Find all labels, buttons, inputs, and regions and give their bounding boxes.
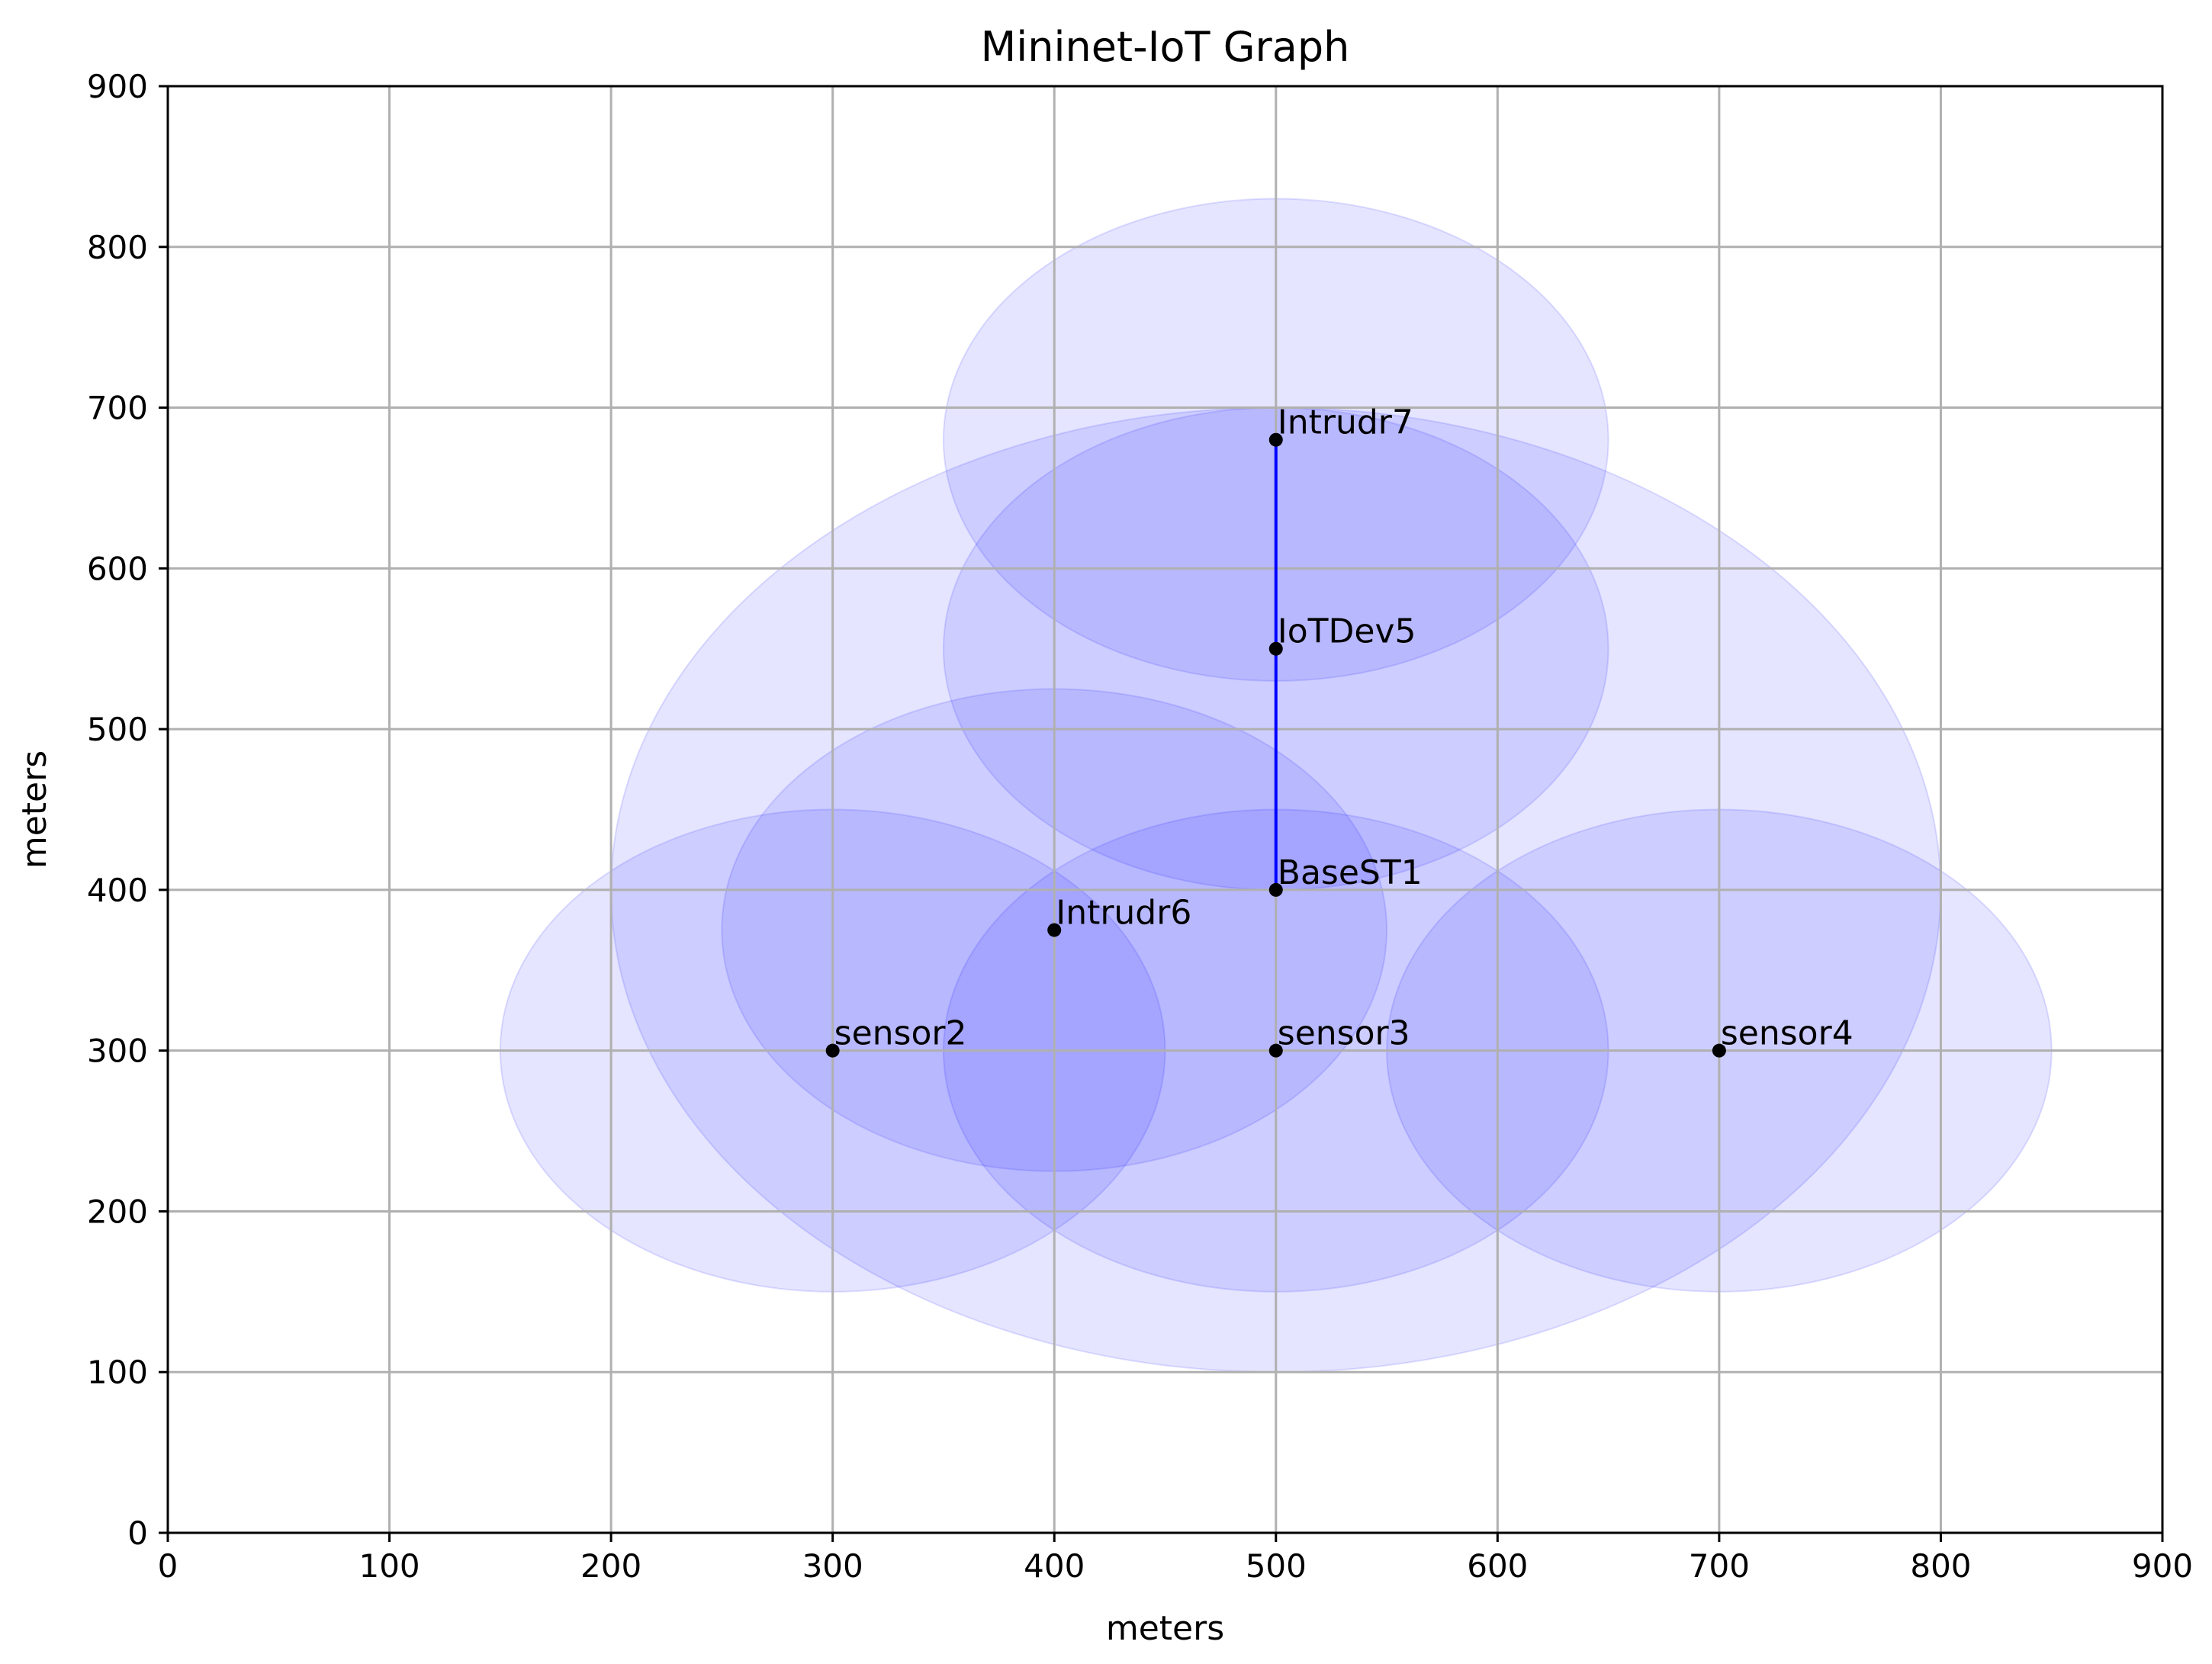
x-tick-label-300: 300 bbox=[802, 1547, 863, 1585]
node-label-intrudr6: Intrudr6 bbox=[1056, 894, 1191, 933]
node-point-intrudr7 bbox=[1268, 432, 1283, 447]
y-tick-label-500: 500 bbox=[87, 711, 148, 748]
y-tick-label-400: 400 bbox=[87, 872, 148, 909]
node-point-iotdev5 bbox=[1268, 641, 1283, 656]
y-axis-label: meters bbox=[15, 750, 54, 869]
y-tick-label-100: 100 bbox=[87, 1354, 148, 1391]
node-point-sensor4 bbox=[1712, 1043, 1726, 1058]
y-tick-label-900: 900 bbox=[87, 68, 148, 105]
y-tick-label-600: 600 bbox=[87, 550, 148, 587]
x-tick-label-400: 400 bbox=[1024, 1547, 1085, 1585]
node-label-iotdev5: IoTDev5 bbox=[1278, 612, 1416, 651]
node-point-intrudr6 bbox=[1047, 923, 1062, 937]
node-point-sensor3 bbox=[1268, 1043, 1283, 1058]
chart-title: Mininet-IoT Graph bbox=[981, 23, 1350, 71]
y-tick-label-700: 700 bbox=[87, 390, 148, 427]
node-label-sensor4: sensor4 bbox=[1721, 1014, 1854, 1053]
y-tick-label-800: 800 bbox=[87, 229, 148, 266]
node-point-basest1 bbox=[1268, 882, 1283, 897]
x-tick-label-0: 0 bbox=[158, 1547, 178, 1585]
x-axis-label: meters bbox=[1106, 1609, 1224, 1648]
x-tick-label-900: 900 bbox=[2132, 1547, 2193, 1585]
x-tick-label-600: 600 bbox=[1467, 1547, 1528, 1585]
tick-layer: 0 100 200 300 400 500 600 700 800 900 0 100 200 300 40… bbox=[87, 68, 2193, 1585]
node-label-intrudr7: Intrudr7 bbox=[1278, 403, 1413, 442]
node-point-sensor2 bbox=[825, 1043, 840, 1058]
y-tick-label-200: 200 bbox=[87, 1193, 148, 1230]
node-layer: BaseST1 sensor2 sensor3 sensor4 IoTDev5 Intru… bbox=[825, 403, 1854, 1058]
x-tick-label-200: 200 bbox=[580, 1547, 641, 1585]
x-tick-label-100: 100 bbox=[358, 1547, 420, 1585]
x-tick-label-700: 700 bbox=[1689, 1547, 1750, 1585]
x-tick-label-800: 800 bbox=[1910, 1547, 1971, 1585]
y-tick-label-0: 0 bbox=[127, 1515, 148, 1552]
plot-frame bbox=[166, 85, 2164, 1534]
y-tick-label-300: 300 bbox=[87, 1033, 148, 1070]
node-label-sensor3: sensor3 bbox=[1278, 1014, 1410, 1053]
node-label-sensor2: sensor2 bbox=[834, 1014, 967, 1053]
node-label-basest1: BaseST1 bbox=[1278, 853, 1423, 892]
x-tick-label-500: 500 bbox=[1246, 1547, 1307, 1585]
